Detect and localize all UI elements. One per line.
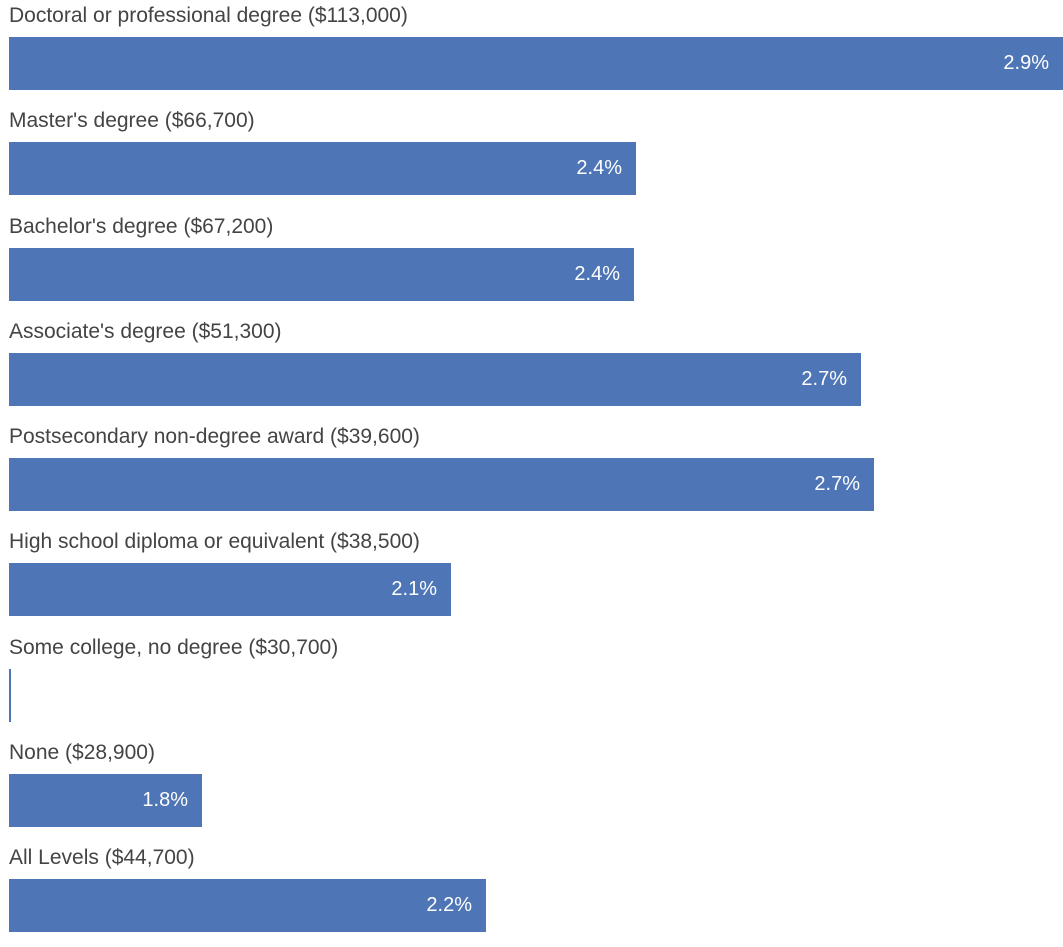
category-label: None ($28,900) [9, 741, 155, 764]
value-label: 2.4% [576, 157, 622, 179]
bar-row: Doctoral or professional degree ($113,00… [0, 0, 1063, 105]
bar-row: High school diploma or equivalent ($38,5… [0, 526, 1063, 631]
bar: 2.4% [9, 142, 636, 195]
category-label: All Levels ($44,700) [9, 846, 195, 869]
bar: 1.8% [9, 774, 202, 827]
category-label: High school diploma or equivalent ($38,5… [9, 530, 420, 553]
bar: 2.1% [9, 563, 451, 616]
value-label: 2.9% [1003, 52, 1049, 74]
bar-row: Postsecondary non-degree award ($39,600)… [0, 421, 1063, 526]
value-label: 2.4% [574, 263, 620, 285]
bar-row: Some college, no degree ($30,700) [0, 632, 1063, 737]
bar [9, 669, 11, 722]
category-label: Associate's degree ($51,300) [9, 320, 282, 343]
bar: 2.9% [9, 37, 1063, 90]
bar-row: None ($28,900) 1.8% [0, 737, 1063, 842]
category-label: Bachelor's degree ($67,200) [9, 215, 274, 238]
value-label: 2.1% [391, 578, 437, 600]
bar-row: All Levels ($44,700) 2.2% [0, 842, 1063, 947]
bar: 2.2% [9, 879, 486, 932]
category-label: Postsecondary non-degree award ($39,600) [9, 425, 420, 448]
category-label: Some college, no degree ($30,700) [9, 636, 339, 659]
bar: 2.7% [9, 353, 861, 406]
bar: 2.7% [9, 458, 874, 511]
value-label: 2.2% [426, 894, 472, 916]
bar-row: Associate's degree ($51,300) 2.7% [0, 316, 1063, 421]
bar: 2.4% [9, 248, 634, 301]
value-label: 2.7% [801, 368, 847, 390]
bar-row: Bachelor's degree ($67,200) 2.4% [0, 211, 1063, 316]
bar-row: Master's degree ($66,700) 2.4% [0, 105, 1063, 210]
category-label: Doctoral or professional degree ($113,00… [9, 4, 408, 27]
value-label: 2.7% [814, 473, 860, 495]
value-label: 1.8% [142, 789, 188, 811]
category-label: Master's degree ($66,700) [9, 109, 255, 132]
